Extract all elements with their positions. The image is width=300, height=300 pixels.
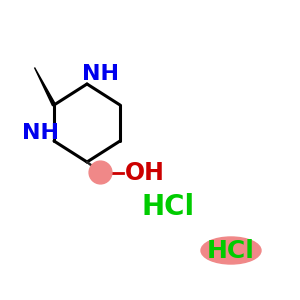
Text: HCl: HCl xyxy=(141,193,195,221)
Text: NH: NH xyxy=(22,124,59,143)
Circle shape xyxy=(89,161,112,184)
Text: NH: NH xyxy=(82,64,119,83)
Text: OH: OH xyxy=(124,160,164,184)
Text: HCl: HCl xyxy=(207,238,255,262)
Ellipse shape xyxy=(201,237,261,264)
Polygon shape xyxy=(34,68,56,106)
